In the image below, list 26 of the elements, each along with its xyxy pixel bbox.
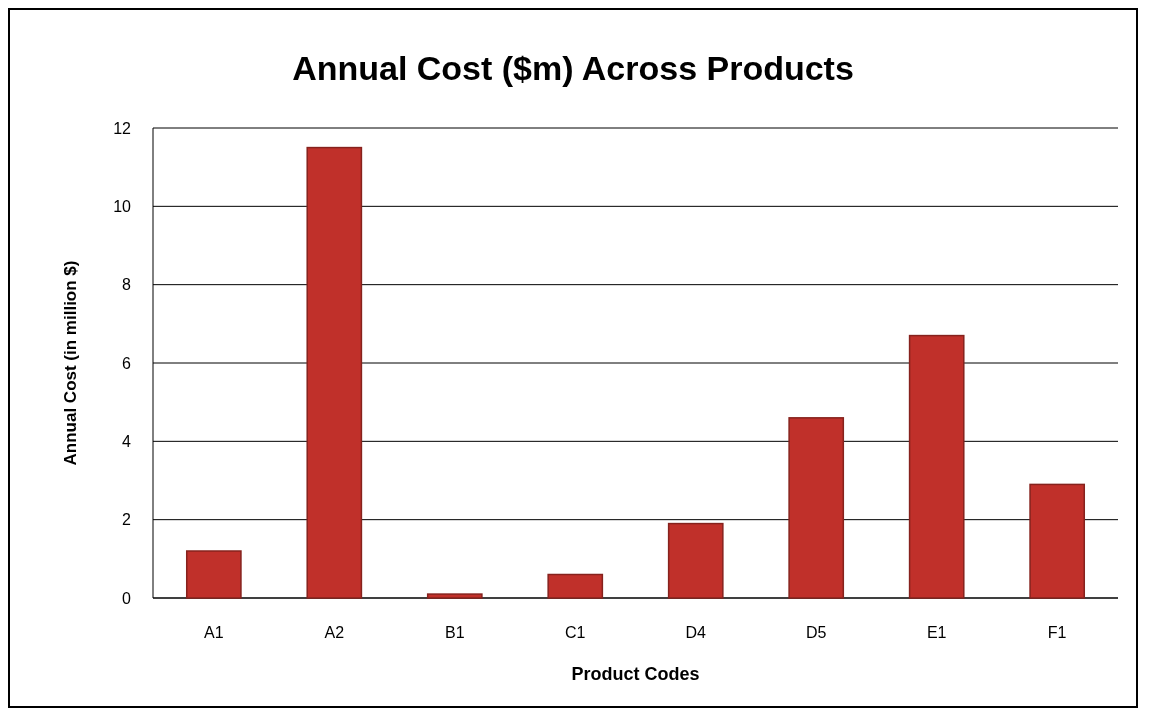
bar bbox=[667, 522, 724, 599]
bar bbox=[426, 593, 483, 599]
x-tick-label: E1 bbox=[926, 624, 947, 641]
x-tick-label: A1 bbox=[204, 624, 224, 641]
x-tick-label: D4 bbox=[685, 624, 707, 641]
y-tick-label: 0 bbox=[122, 589, 132, 607]
y-tick-label: 10 bbox=[113, 197, 132, 215]
y-tick-label: 8 bbox=[122, 276, 132, 294]
x-tick-label: B1 bbox=[445, 624, 465, 641]
x-tick-label: F1 bbox=[1047, 624, 1067, 641]
bar bbox=[547, 573, 604, 599]
x-axis-title: Product Codes bbox=[571, 664, 700, 684]
bar bbox=[306, 146, 363, 599]
y-tick-label: 12 bbox=[113, 119, 132, 137]
y-tick-label: 2 bbox=[122, 511, 132, 529]
y-tick-label: 4 bbox=[122, 432, 132, 450]
chart-title: Annual Cost ($m) Across Products bbox=[292, 49, 854, 87]
bar bbox=[788, 417, 845, 599]
y-axis-title: Annual Cost (in million $) bbox=[61, 260, 80, 466]
x-tick-label: C1 bbox=[565, 624, 586, 641]
x-tick-label: A2 bbox=[324, 624, 345, 641]
x-tick-label: D5 bbox=[805, 624, 827, 641]
bar bbox=[1029, 483, 1086, 599]
y-tick-label: 6 bbox=[122, 354, 132, 372]
bar bbox=[908, 334, 965, 599]
bar bbox=[185, 550, 242, 599]
